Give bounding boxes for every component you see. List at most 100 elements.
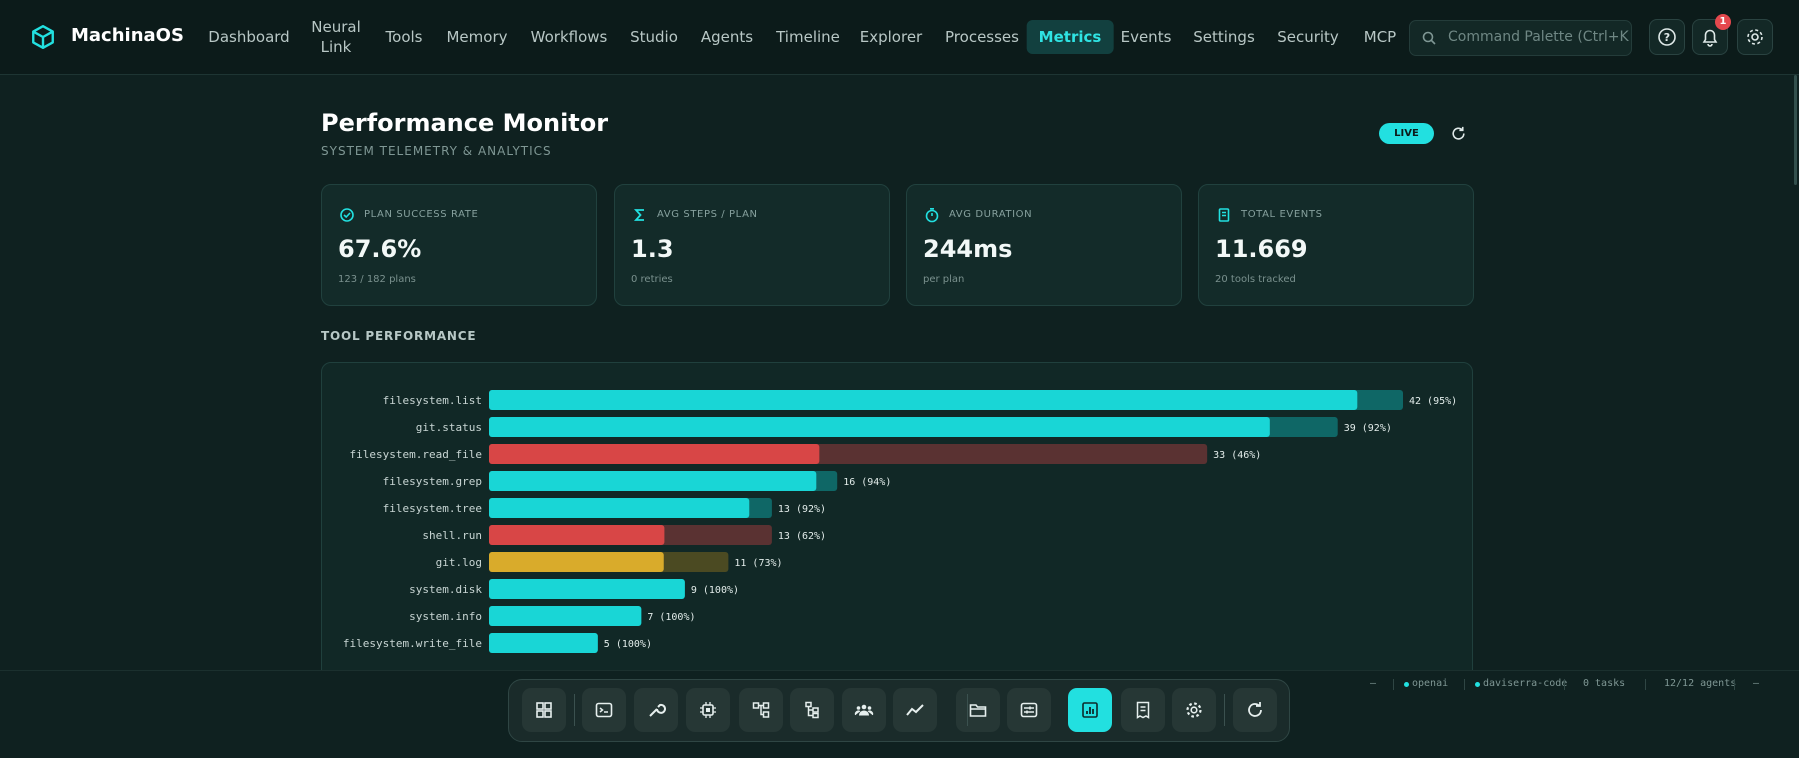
stat-sub: 20 tools tracked [1215, 274, 1296, 285]
bar-success [489, 552, 664, 572]
status-item: daviserra-code [1483, 678, 1568, 689]
help-icon: ? [1658, 28, 1676, 46]
status-item: 0 tasks [1583, 678, 1626, 689]
value-label: 13 (92%) [778, 504, 826, 515]
page-subtitle: SYSTEM TELEMETRY & ANALYTICS [321, 144, 552, 158]
nav-item[interactable]: Workflows [530, 28, 608, 46]
nav-item[interactable]: Agents [700, 28, 754, 46]
dock-icon [1020, 702, 1038, 718]
nav-item[interactable]: Neural Link [311, 18, 361, 56]
nav-item[interactable]: Processes [945, 28, 1019, 46]
stat-value: 11.669 [1215, 235, 1308, 263]
bar-success [489, 579, 685, 599]
value-label: 13 (62%) [778, 531, 826, 542]
settings-button[interactable] [1737, 19, 1773, 55]
gear-icon [1747, 29, 1763, 45]
nav-item[interactable]: Memory [446, 28, 508, 46]
dock-button[interactable] [1068, 688, 1112, 732]
category-label: system.info [409, 610, 482, 623]
dock-button[interactable] [582, 688, 626, 732]
dock-button[interactable] [1121, 688, 1165, 732]
chart-panel: filesystem.list 42 (95%) git.status 39 (92%… [321, 362, 1473, 670]
dock-button[interactable] [634, 688, 678, 732]
status-item: — [1753, 678, 1760, 689]
status-item: openai [1412, 678, 1449, 689]
value-label: 11 (73%) [734, 558, 782, 569]
refresh-button[interactable] [1450, 125, 1467, 142]
dock-icon [536, 702, 552, 718]
nav-item[interactable]: Timeline [776, 28, 840, 46]
status-sep [1734, 679, 1735, 690]
dock [508, 679, 1290, 742]
stat-card: PLAN SUCCESS RATE 67.6% 123 / 182 plans [321, 184, 597, 306]
nav-item[interactable]: Studio [630, 28, 678, 46]
chart: filesystem.list 42 (95%) git.status 39 (92%… [343, 390, 1457, 653]
nav-item[interactable]: Metrics [1026, 20, 1114, 54]
search-box[interactable]: Command Palette (Ctrl+K [1409, 20, 1632, 56]
help-button[interactable]: ? [1649, 19, 1685, 55]
bar-success [489, 498, 750, 518]
stat-label: AVG DURATION [949, 209, 1033, 220]
dock-icon [1136, 701, 1150, 719]
stat-sub: 0 retries [631, 274, 673, 285]
nav-item[interactable]: MCP [1363, 28, 1397, 46]
brand: MachinaOS [71, 25, 184, 46]
category-label: filesystem.tree [383, 502, 482, 515]
category-label: filesystem.read_file [350, 448, 482, 461]
stat-value: 1.3 [631, 235, 674, 263]
nav-item[interactable]: Explorer [859, 28, 923, 46]
dock-icon [969, 704, 987, 717]
value-label: 9 (100%) [691, 585, 739, 596]
nav-item[interactable]: Events [1120, 28, 1172, 46]
stat-icon [633, 209, 644, 221]
nav-item[interactable]: Dashboard [208, 28, 290, 46]
dock-icon [1186, 702, 1202, 718]
category-label: system.disk [409, 583, 482, 596]
dock-button[interactable] [1172, 688, 1216, 732]
live-badge: LIVE [1379, 123, 1434, 144]
status-sep [1464, 679, 1465, 690]
notifications-button[interactable]: 1 [1692, 14, 1731, 55]
section-title: TOOL PERFORMANCE [321, 329, 477, 343]
status-item: — [1370, 678, 1377, 689]
logo-icon [32, 24, 54, 50]
dock-icon [700, 702, 716, 718]
stat-card: AVG DURATION 244ms per plan [906, 184, 1182, 306]
dock-icon [906, 704, 924, 716]
dock-button[interactable] [1007, 688, 1051, 732]
dock-icon [1248, 702, 1262, 717]
value-label: 5 (100%) [604, 639, 652, 650]
page-title: Performance Monitor [321, 109, 609, 137]
status-item: 12/12 agents [1664, 678, 1737, 689]
dock-button[interactable] [686, 688, 730, 732]
value-label: 39 (92%) [1344, 423, 1392, 434]
nav-item[interactable]: Settings [1193, 28, 1255, 46]
nav-item[interactable]: Security [1277, 28, 1339, 46]
dock-button[interactable] [893, 688, 937, 732]
status-sep [1393, 679, 1394, 690]
dock-button[interactable] [1233, 688, 1277, 732]
top-nav: MachinaOS Dashboard Neural Link Tools Memor… [0, 0, 1799, 75]
bar-success [489, 633, 598, 653]
dock-button[interactable] [790, 688, 834, 732]
dock-icon [649, 703, 666, 717]
dock-button[interactable] [956, 688, 1000, 732]
category-label: filesystem.write_file [343, 637, 482, 650]
bar-success [489, 390, 1358, 410]
dock-separator [574, 694, 575, 726]
nav-item[interactable]: Tools [385, 28, 423, 46]
dock-button[interactable] [739, 688, 783, 732]
bar-success [489, 444, 820, 464]
dock-icon [752, 702, 770, 718]
category-label: shell.run [422, 529, 482, 542]
value-label: 42 (95%) [1409, 396, 1457, 407]
status-bar: — openai daviserra-code 0 tasks 12/12 agents… [1370, 678, 1790, 692]
dock-button[interactable] [522, 688, 566, 732]
dock-button[interactable] [842, 688, 886, 732]
status-dot [1404, 682, 1409, 687]
stat-sub: per plan [923, 274, 965, 285]
stat-value: 244ms [923, 235, 1013, 263]
bar-success [489, 606, 642, 626]
